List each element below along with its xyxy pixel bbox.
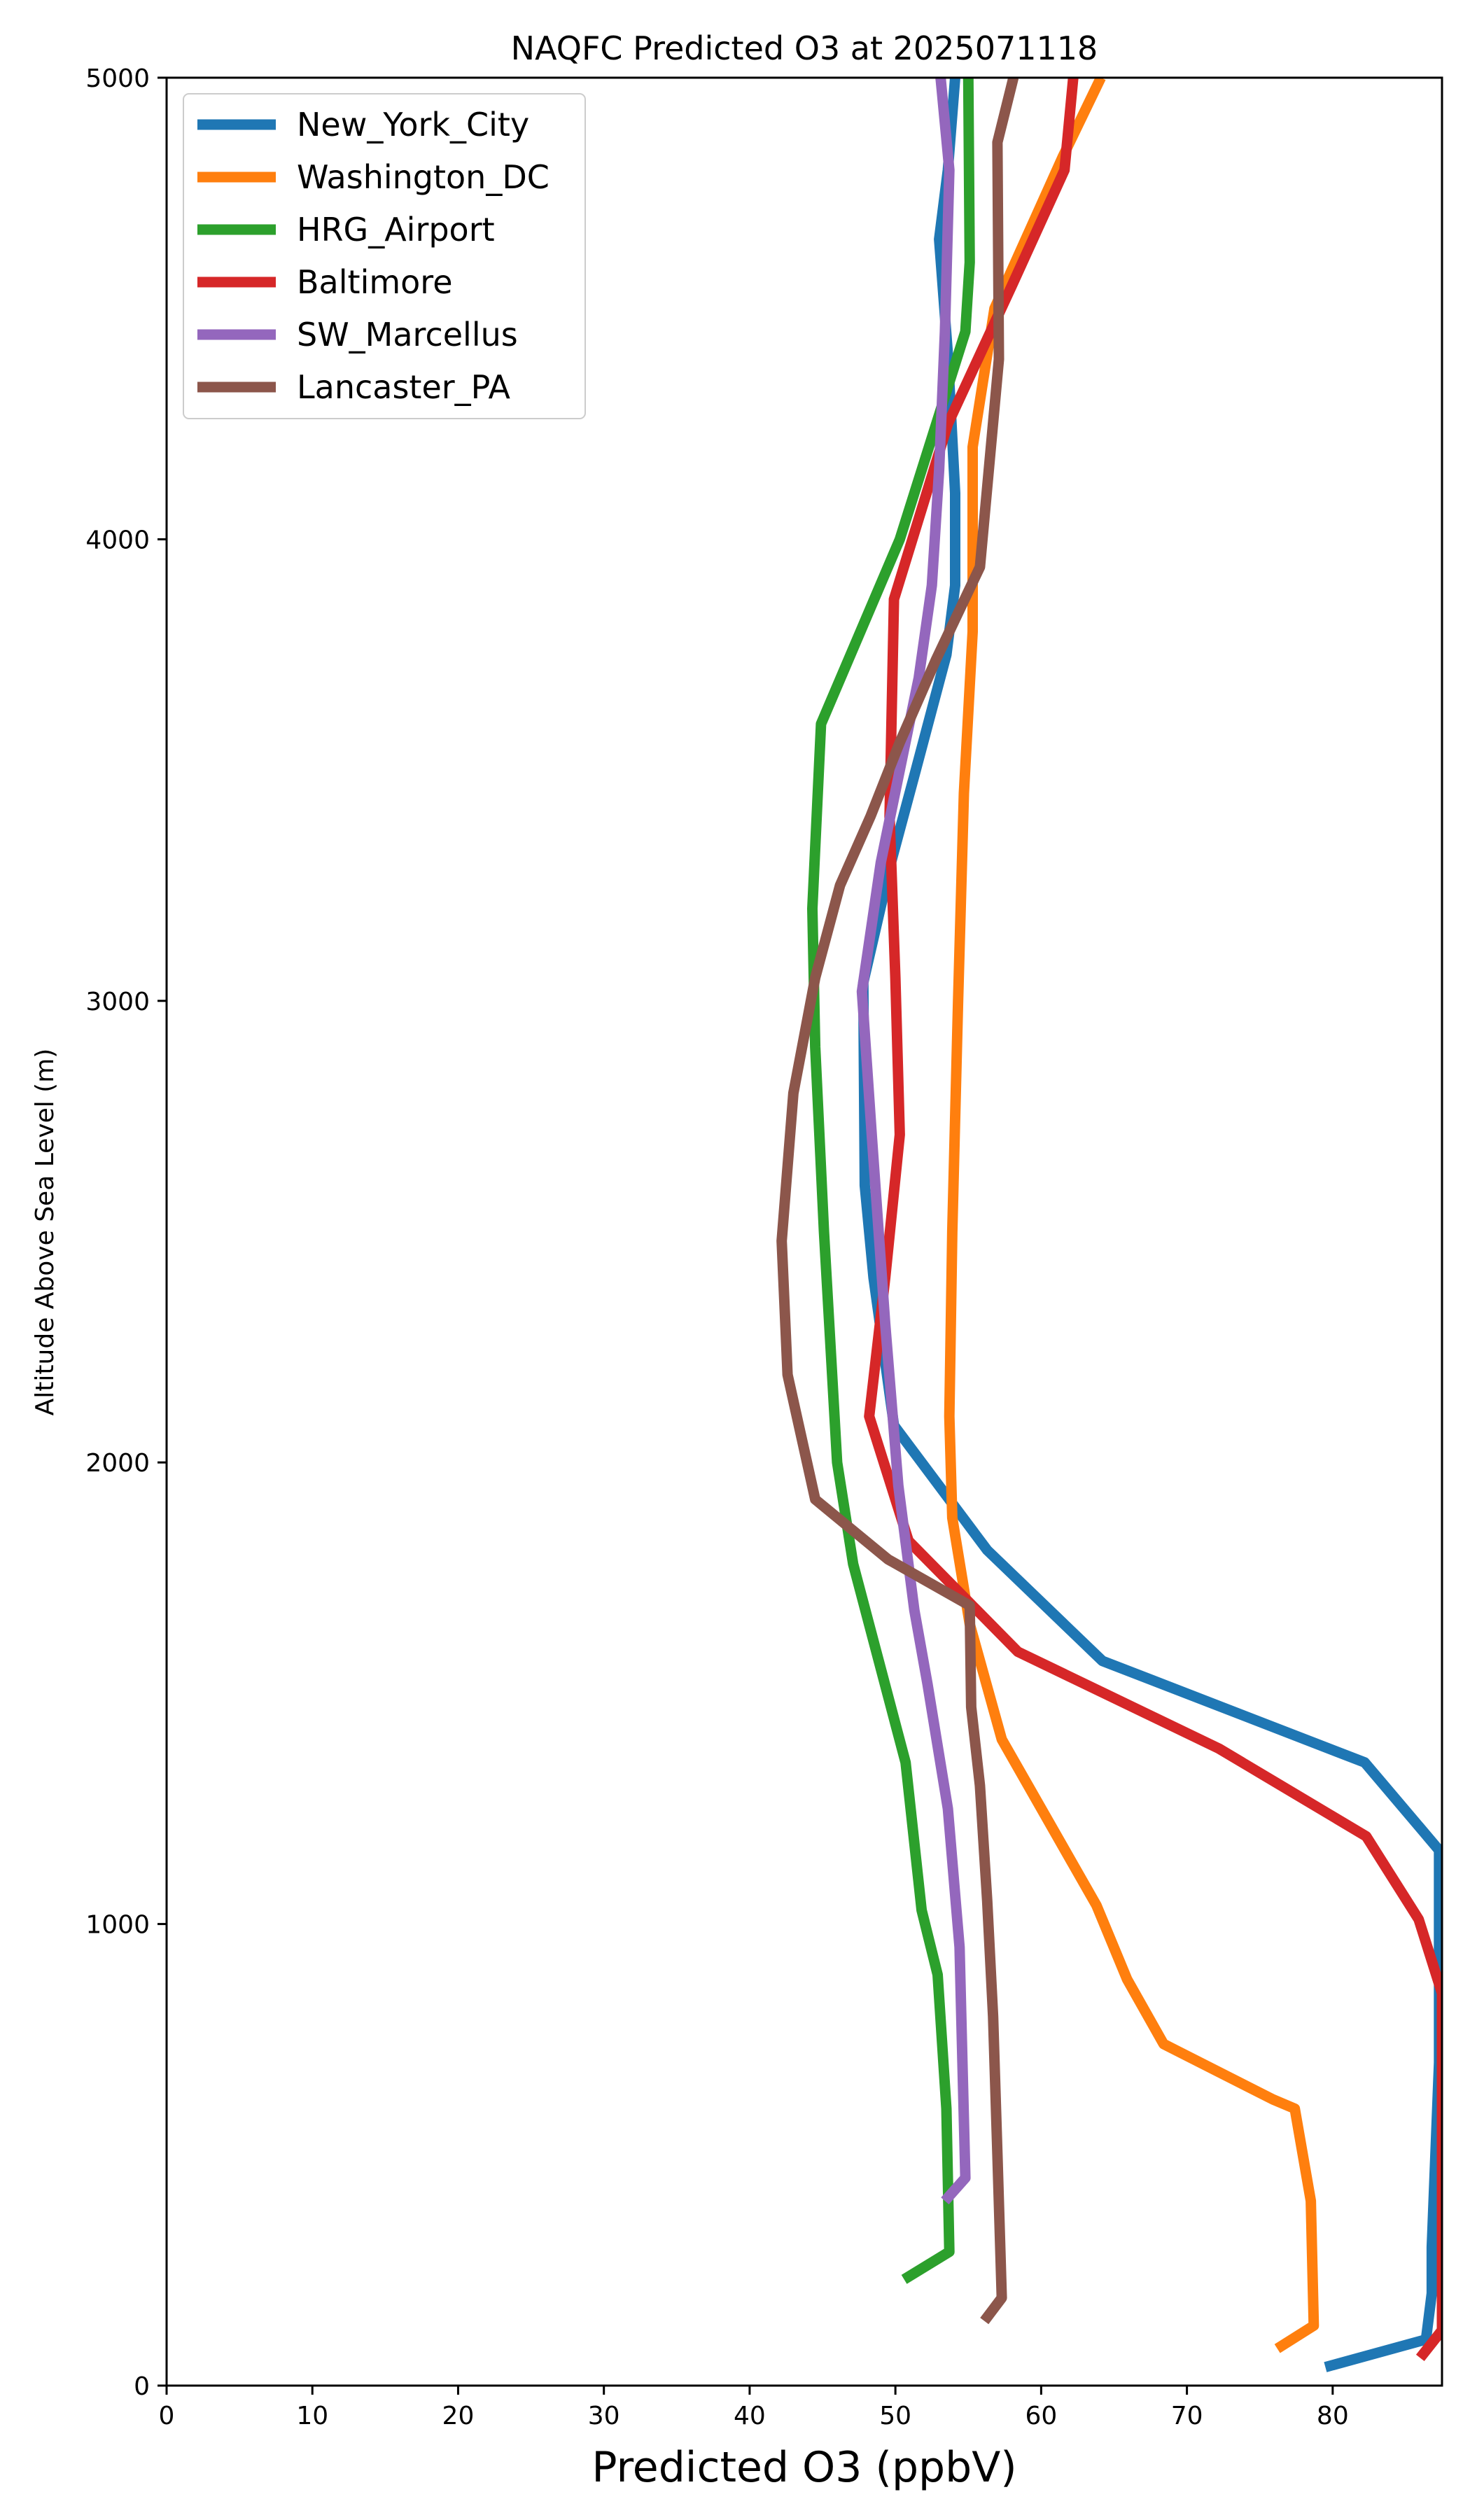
x-tick-label: 0 — [159, 2402, 175, 2430]
legend: New_York_City Washington_DC HRG_Airport Bal… — [183, 93, 586, 419]
x-tick-label: 10 — [296, 2402, 328, 2430]
x-tick-label: 70 — [1171, 2402, 1203, 2430]
legend-label-baltimore: Baltimore — [297, 263, 453, 301]
y-tick-label: 5000 — [85, 64, 150, 93]
y-axis-label: Altitude Above Sea Level (m) — [31, 1049, 59, 1416]
y-tick-label: 3000 — [85, 988, 150, 1016]
series-line-baltimore — [864, 78, 1442, 2362]
series-line-lancaster-pa — [776, 78, 1019, 2325]
legend-label-new-york-city: New_York_City — [297, 106, 529, 144]
y-axis: 0 1000 2000 3000 4000 5000 — [85, 64, 167, 2401]
legend-items: New_York_City Washington_DC HRG_Airport Bal… — [197, 106, 550, 406]
x-axis: 0 10 20 30 40 50 60 70 80 — [159, 2386, 1349, 2430]
series-line-washington-dc — [944, 78, 1320, 2353]
plot-frame — [165, 76, 1443, 2387]
legend-label-sw-marcellus: SW_Marcellus — [297, 316, 518, 354]
y-tick-label: 1000 — [85, 1911, 150, 1940]
x-tick-label: 80 — [1317, 2402, 1349, 2430]
legend-label-washington-dc: Washington_DC — [297, 158, 550, 196]
y-tick-label: 2000 — [85, 1449, 150, 1478]
legend-box — [183, 93, 586, 419]
legend-label-lancaster-pa: Lancaster_PA — [297, 368, 510, 406]
x-tick-label: 30 — [588, 2402, 620, 2430]
x-tick-label: 20 — [442, 2402, 475, 2430]
y-tick-label: 4000 — [85, 526, 150, 554]
series-line-sw-marcellus — [856, 78, 971, 2205]
legend-label-hrg-airport: HRG_Airport — [297, 211, 495, 248]
chart-title: NAQFC Predicted O3 at 2025071118 — [511, 29, 1098, 67]
x-tick-label: 40 — [734, 2402, 766, 2430]
series-line-hrg-airport — [807, 78, 975, 2284]
series-layer — [776, 78, 1442, 2372]
x-axis-label: Predicted O3 (ppbV) — [592, 2443, 1016, 2492]
y-tick-label: 0 — [134, 2372, 150, 2401]
x-tick-label: 60 — [1025, 2402, 1057, 2430]
x-tick-label: 50 — [879, 2402, 911, 2430]
